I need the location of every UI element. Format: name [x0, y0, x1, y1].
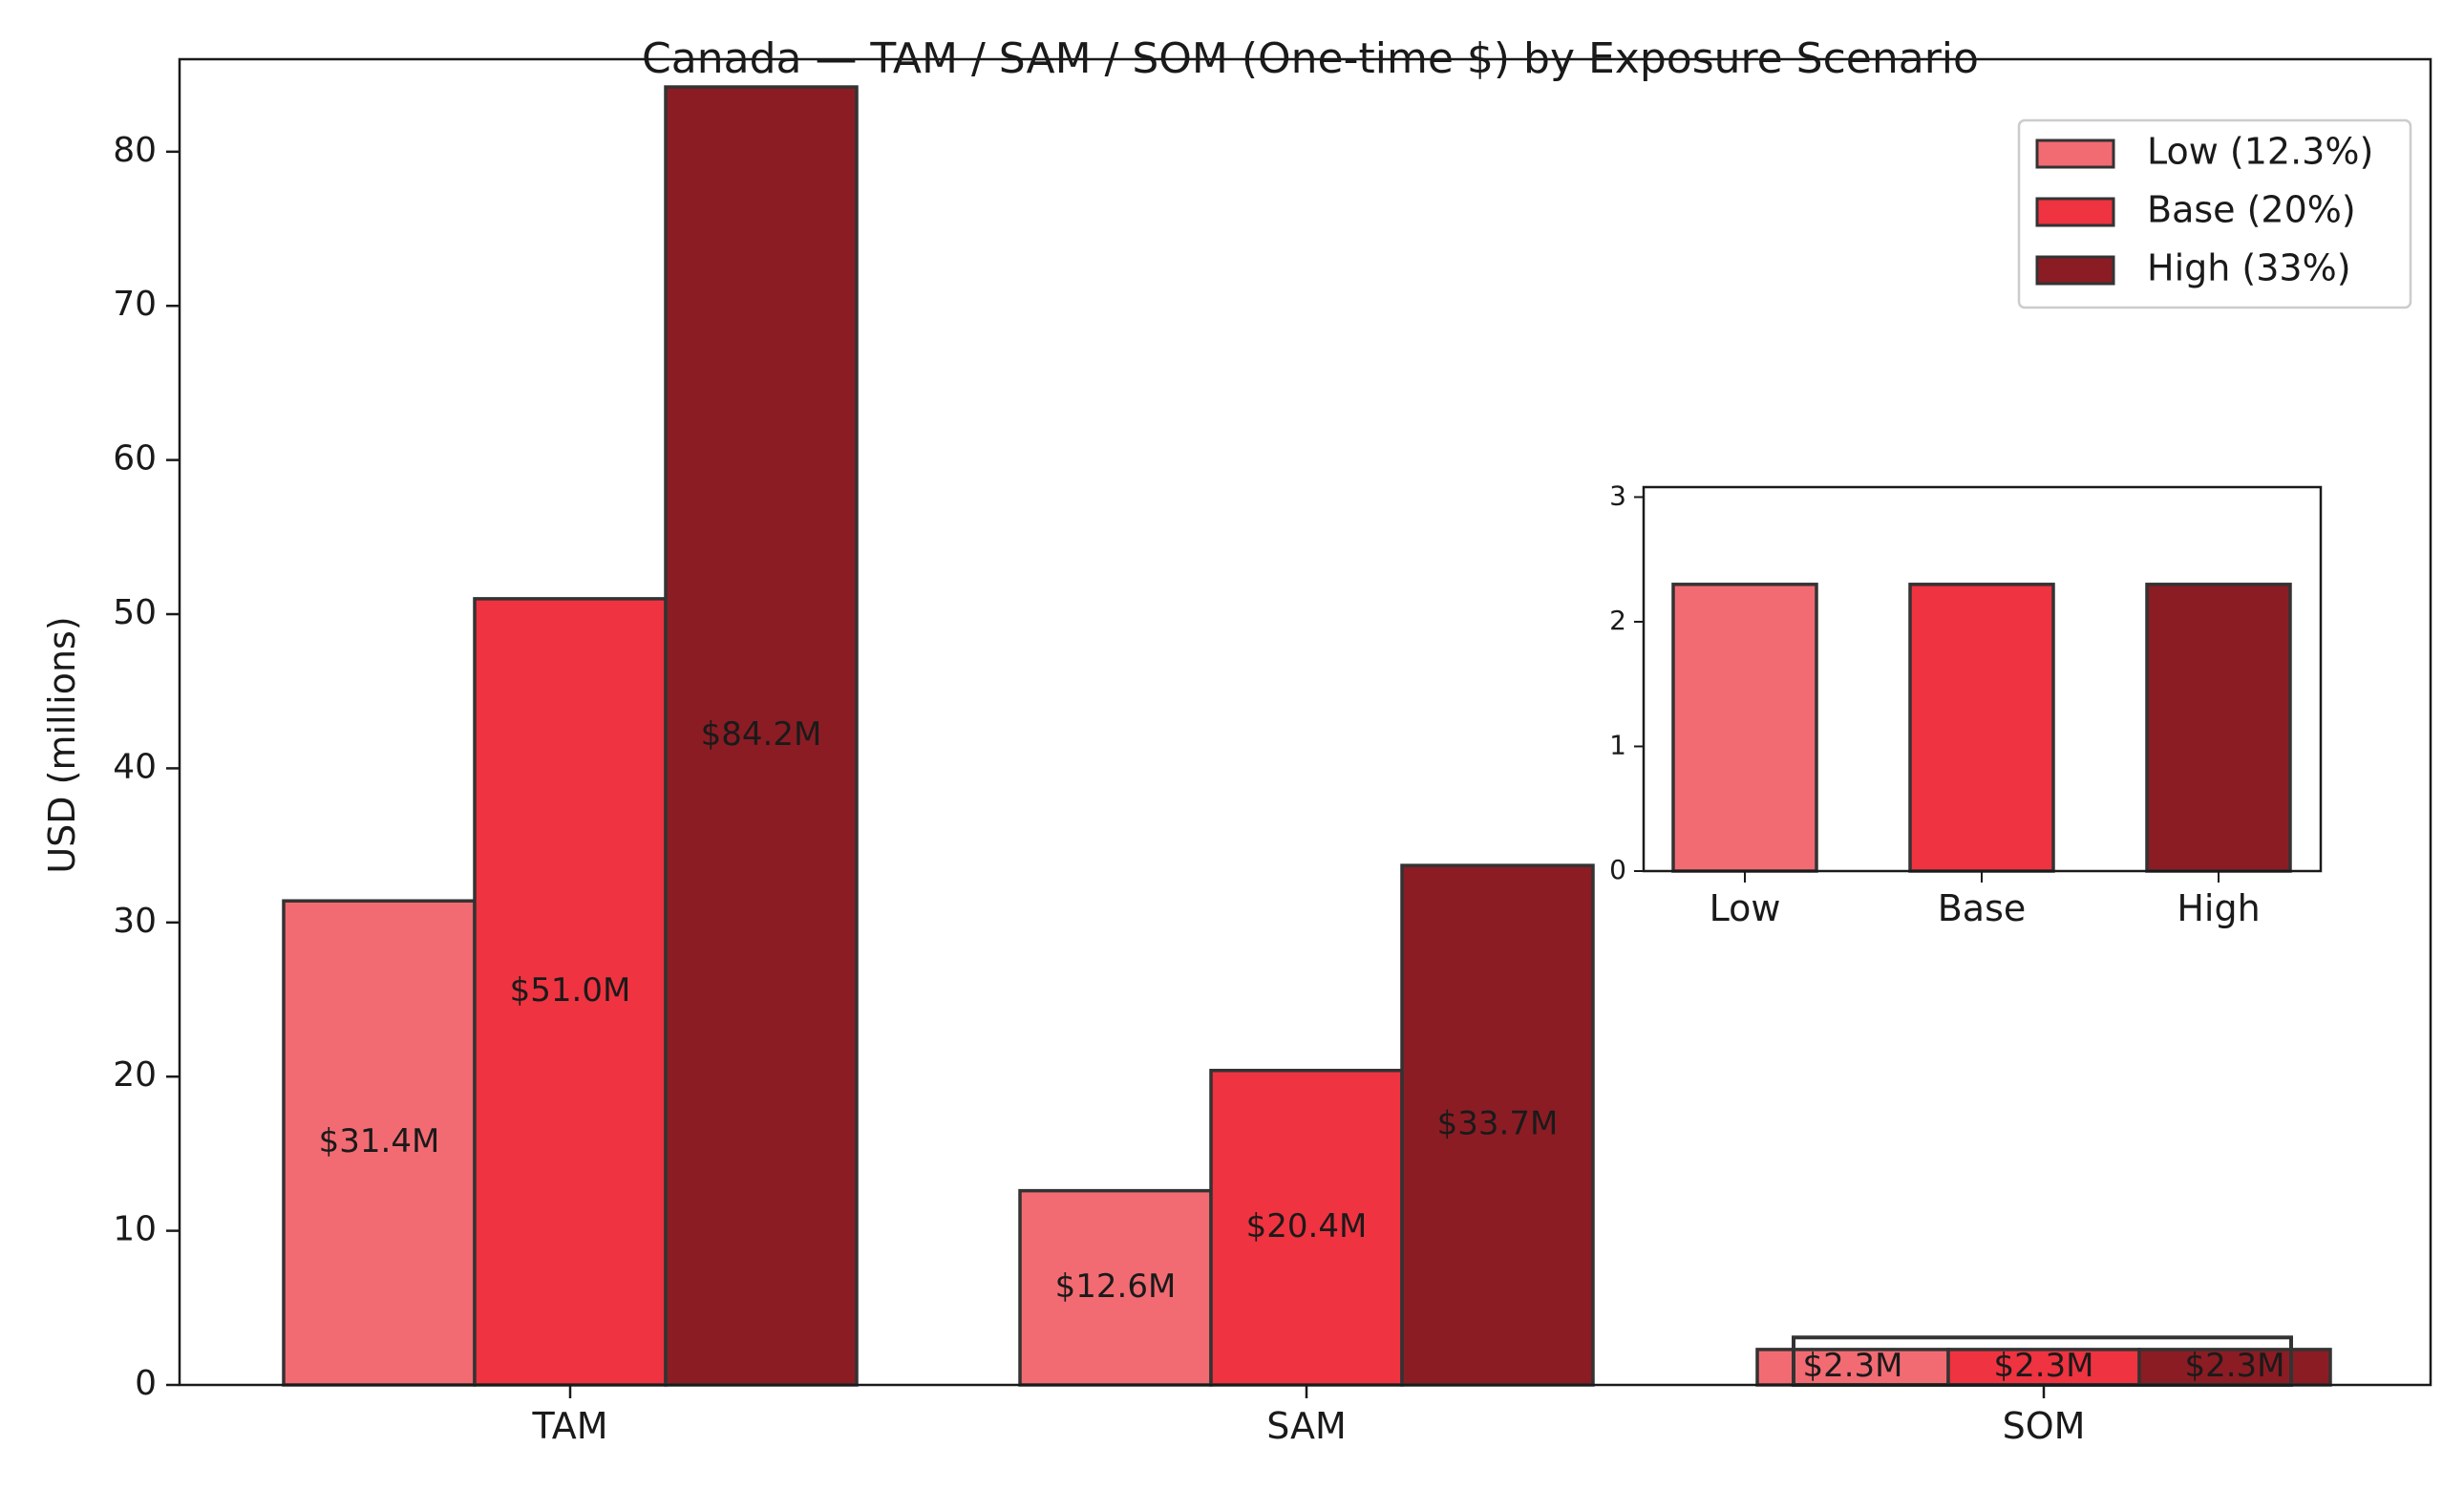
y-tick-label: 0	[135, 1364, 157, 1403]
legend: Low (12.3%) Base (20%) High (33%)	[2017, 118, 2412, 309]
data-label-sam-series-1: $20.4M	[1246, 1207, 1368, 1245]
legend-label-2: High (33%)	[2147, 247, 2351, 289]
inset-y-tick-label: 1	[1609, 729, 1626, 760]
data-label-sam-series-2: $33.7M	[1437, 1105, 1559, 1143]
y-tick-label: 40	[113, 747, 157, 786]
x-tick-label-tam: TAM	[531, 1405, 607, 1447]
bar-sam-series-0	[1018, 1188, 1213, 1387]
legend-swatch-2	[2035, 255, 2115, 286]
bar-tam-series-0	[282, 899, 477, 1387]
inset-y-tick-label: 0	[1609, 854, 1626, 885]
data-label-tam-series-0: $31.4M	[319, 1122, 440, 1160]
inset-bar-base	[1908, 583, 2055, 873]
x-tick-label-som: SOM	[2003, 1405, 2086, 1447]
legend-swatch-1	[2035, 197, 2115, 227]
y-tick-label: 70	[113, 285, 157, 324]
inset-x-tick-label-low: Low	[1710, 887, 1781, 929]
y-tick-label: 80	[113, 131, 157, 170]
main-plot: $31.4M $12.6M $2.3M $51.0M $20.4M $2.3M $84.2M…	[113, 57, 2432, 1447]
bar-tam-series-1	[473, 597, 668, 1387]
inset-x-tick-label-base: Base	[1938, 887, 2027, 929]
data-label-sam-series-0: $12.6M	[1055, 1267, 1177, 1306]
data-label-tam-series-1: $51.0M	[510, 971, 631, 1010]
data-label-som-series-1: $2.3M	[1993, 1347, 2093, 1385]
data-label-som-series-2: $2.3M	[2184, 1347, 2284, 1385]
y-tick-label: 20	[113, 1055, 157, 1095]
inset-y-tick-label: 3	[1609, 479, 1626, 511]
bar-sam-series-2	[1400, 863, 1595, 1387]
inset-bar-low	[1671, 583, 1818, 873]
legend-swatch-0	[2035, 138, 2115, 169]
inset-x-tick-label-high: High	[2177, 887, 2260, 929]
y-tick-label: 30	[113, 902, 157, 941]
legend-label-0: Low (12.3%)	[2147, 131, 2373, 173]
x-tick-label-sam: SAM	[1266, 1405, 1347, 1447]
bar-som-series-2	[2137, 1348, 2332, 1387]
data-label-som-series-0: $2.3M	[1802, 1347, 1902, 1385]
inset-y-tick-label: 2	[1609, 605, 1626, 636]
legend-label-1: Base (20%)	[2147, 189, 2356, 231]
inset-plot: 0 1 2 3 Low Base High	[1609, 479, 2323, 929]
plot-frame	[178, 57, 2432, 1387]
y-axis-label: USD (millions)	[41, 616, 83, 873]
y-tick-label: 60	[113, 439, 157, 479]
inset-bar-high	[2145, 583, 2292, 873]
bar-tam-series-2	[664, 85, 859, 1387]
y-tick-label: 10	[113, 1210, 157, 1249]
bar-som-series-0	[1755, 1348, 1950, 1387]
legend-box	[2017, 118, 2412, 309]
y-tick-label: 50	[113, 593, 157, 632]
data-label-tam-series-2: $84.2M	[701, 715, 822, 754]
